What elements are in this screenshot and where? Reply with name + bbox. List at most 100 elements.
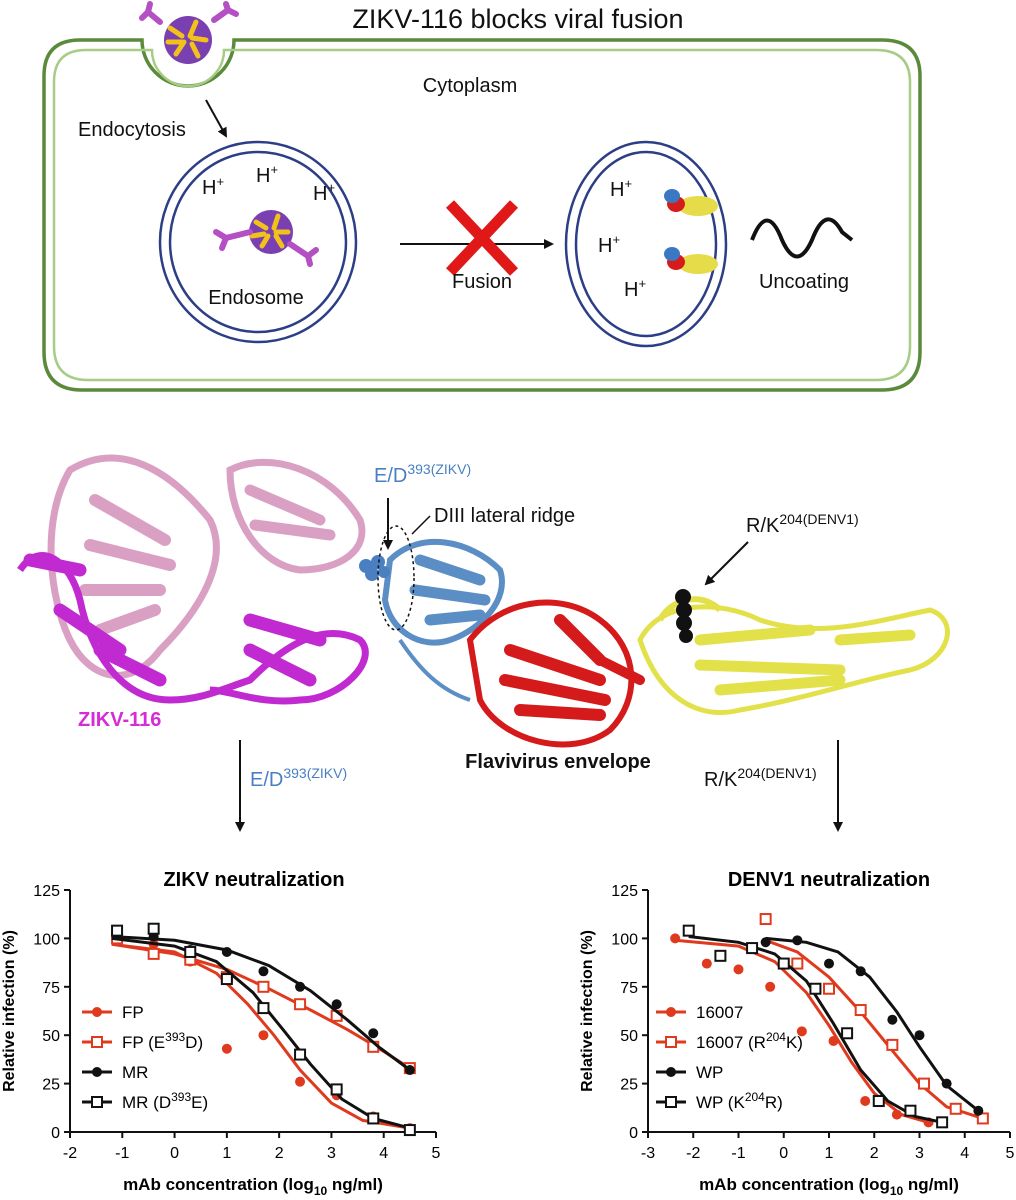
y-tick-label: 0 — [629, 1125, 638, 1142]
x-tick-label: 0 — [779, 1145, 788, 1162]
schematic-title: ZIKV-116 blocks viral fusion — [352, 4, 683, 34]
data-point — [330, 1083, 343, 1096]
proton-label: H+ — [610, 176, 632, 201]
data-point — [367, 1112, 380, 1125]
proton-label: H+ — [598, 232, 620, 257]
antibody-label: ZIKV-116 — [78, 709, 161, 731]
legend-marker — [91, 1096, 103, 1108]
data-point — [976, 1112, 989, 1125]
legend-label-sup: 393 — [165, 1030, 185, 1044]
data-point — [147, 947, 160, 960]
x-tick-label: 2 — [275, 1145, 284, 1162]
x-tick-label: 5 — [1006, 1145, 1015, 1162]
x-axis-label-main: mAb concentration (log — [699, 1175, 890, 1194]
rna-squiggle — [750, 217, 854, 259]
data-point — [294, 998, 307, 1011]
x-axis-label-main: mAb concentration (log — [123, 1175, 314, 1194]
data-point — [759, 913, 772, 926]
endosome-label: Endosome — [208, 287, 304, 309]
virion-in-endosome — [213, 210, 319, 267]
data-point — [221, 946, 232, 957]
legend-label-tail: R) — [765, 1093, 783, 1112]
endosome-left: H+ H+ H+ Endosome — [158, 140, 358, 344]
y-tick-label: 0 — [51, 1125, 60, 1142]
legend-marker — [665, 1036, 677, 1048]
data-point — [777, 957, 790, 970]
data-point — [891, 1109, 902, 1120]
x-tick-label: -2 — [686, 1145, 700, 1162]
data-point — [257, 1002, 270, 1015]
data-point — [714, 949, 727, 962]
data-point — [765, 981, 776, 992]
data-point — [368, 1028, 379, 1039]
fit-curve — [765, 936, 980, 1112]
legend-marker — [665, 1096, 677, 1108]
data-point — [403, 1124, 416, 1137]
data-point — [294, 1048, 307, 1061]
x-axis-label: mAb concentration (log10 ng/ml) — [699, 1175, 959, 1198]
fit-curve — [111, 935, 411, 1072]
legend-label-main: FP — [122, 1003, 144, 1022]
data-point — [949, 1102, 962, 1115]
x-tick-label: 3 — [915, 1145, 924, 1162]
legend-label-main: FP (E — [122, 1033, 165, 1052]
data-point — [941, 1078, 952, 1089]
residue-denv-arrow — [704, 541, 749, 586]
legend-label-sup: 393 — [171, 1090, 191, 1104]
ridge-label: DIII lateral ridge — [434, 505, 575, 527]
envelope-label: Flavivirus envelope — [465, 751, 651, 773]
residue-zikv-label: E/D393(ZIKV) — [374, 461, 471, 487]
x-axis-label-end: ng/ml) — [903, 1175, 959, 1194]
y-tick-label: 25 — [620, 1077, 638, 1094]
data-point — [855, 966, 866, 977]
down-arrow-left-label: E/D393(ZIKV) — [250, 765, 347, 791]
legend-label-main: WP (K — [696, 1093, 745, 1112]
envelope-diii — [359, 525, 505, 702]
legend-marker — [666, 1067, 676, 1077]
antibody-ribbon — [17, 454, 369, 705]
data-point — [860, 1096, 871, 1107]
legend-label-sup: 204 — [766, 1030, 786, 1044]
data-point — [701, 958, 712, 969]
chart-title: ZIKV neutralization — [163, 869, 344, 891]
data-point — [854, 1004, 867, 1017]
legend-label: WP — [696, 1063, 723, 1082]
data-point — [221, 1043, 232, 1054]
data-point — [824, 958, 834, 969]
endosome-right: H+ H+ H+ — [564, 140, 728, 348]
legend-label-main: MR — [122, 1063, 148, 1082]
data-point — [936, 1116, 949, 1129]
envelope-dii — [637, 589, 950, 715]
blocked-x-icon — [445, 200, 519, 276]
legend-label-main: 16007 (R — [696, 1033, 766, 1052]
x-tick-label: 0 — [170, 1145, 179, 1162]
uncoating-label: Uncoating — [759, 271, 849, 293]
data-point — [147, 922, 160, 935]
y-axis-label: Relative infection (%) — [1, 930, 18, 1092]
legend-marker — [91, 1036, 103, 1048]
y-tick-label: 75 — [620, 980, 638, 997]
proton-label: H+ — [202, 174, 224, 199]
chart-title: DENV1 neutralization — [728, 869, 930, 891]
legend-label: WP (K204R) — [696, 1090, 783, 1112]
x-tick-label: -2 — [63, 1145, 77, 1162]
data-point — [823, 982, 835, 995]
x-tick-label: -1 — [731, 1145, 745, 1162]
fusion-label: Fusion — [452, 271, 512, 293]
y-tick-label: 75 — [42, 980, 60, 997]
cell-membrane-inner — [52, 48, 912, 382]
fusion-schematic: ZIKV-116 blocks viral fusion Cytoplasm E… — [42, 1, 922, 392]
envelope-di — [466, 599, 645, 748]
legend-label-main: 16007 — [696, 1003, 743, 1022]
y-tick-label: 25 — [42, 1077, 60, 1094]
data-point — [404, 1065, 415, 1076]
fusion-protein — [664, 189, 718, 216]
endocytosis-arrow — [205, 99, 227, 138]
virion-entering — [139, 1, 239, 64]
data-point — [258, 966, 269, 977]
data-point — [682, 924, 695, 937]
cytoplasm-label: Cytoplasm — [423, 75, 517, 97]
legend-label-main: WP — [696, 1063, 723, 1082]
y-tick-label: 125 — [33, 883, 60, 900]
